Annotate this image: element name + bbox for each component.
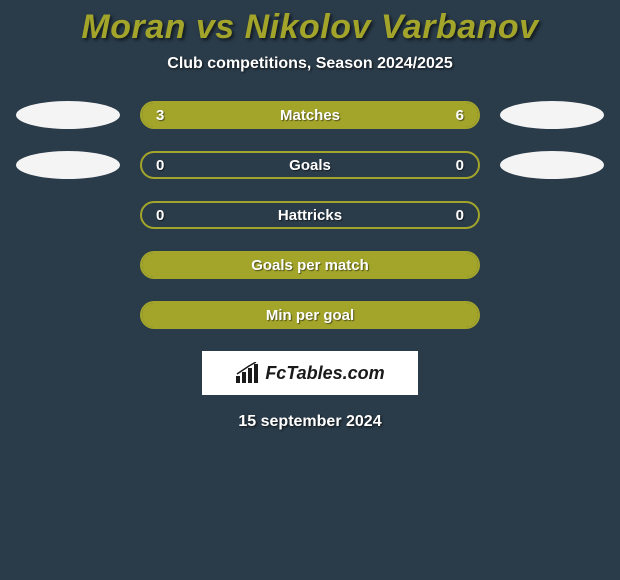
- stat-label: Matches: [142, 107, 478, 124]
- stat-row: 00Hattricks: [0, 201, 620, 229]
- logo-text: FcTables.com: [265, 363, 384, 384]
- stat-row: Min per goal: [0, 301, 620, 329]
- subtitle: Club competitions, Season 2024/2025: [0, 55, 620, 73]
- date-text: 15 september 2024: [0, 413, 620, 431]
- player-left-oval: [16, 151, 120, 179]
- player-left-oval: [16, 101, 120, 129]
- stats-container: 36Matches 00Goals 00Hattricks Goals per mat…: [0, 101, 620, 329]
- stat-label: Goals per match: [142, 257, 478, 274]
- stat-bar: Goals per match: [140, 251, 480, 279]
- stat-bar: 00Hattricks: [140, 201, 480, 229]
- stat-row: 36Matches: [0, 101, 620, 129]
- stat-bar: 00Goals: [140, 151, 480, 179]
- stat-label: Min per goal: [142, 307, 478, 324]
- stat-bar: 36Matches: [140, 101, 480, 129]
- stat-row: Goals per match: [0, 251, 620, 279]
- comparison-card: Moran vs Nikolov Varbanov Club competiti…: [0, 0, 620, 431]
- logo: FcTables.com: [235, 362, 384, 384]
- player-right-oval: [500, 101, 604, 129]
- stat-label: Goals: [142, 157, 478, 174]
- bar-chart-icon: [235, 362, 261, 384]
- stat-row: 00Goals: [0, 151, 620, 179]
- page-title: Moran vs Nikolov Varbanov: [0, 8, 620, 47]
- player-right-oval: [500, 151, 604, 179]
- stat-label: Hattricks: [142, 207, 478, 224]
- logo-box: FcTables.com: [202, 351, 418, 395]
- stat-bar: Min per goal: [140, 301, 480, 329]
